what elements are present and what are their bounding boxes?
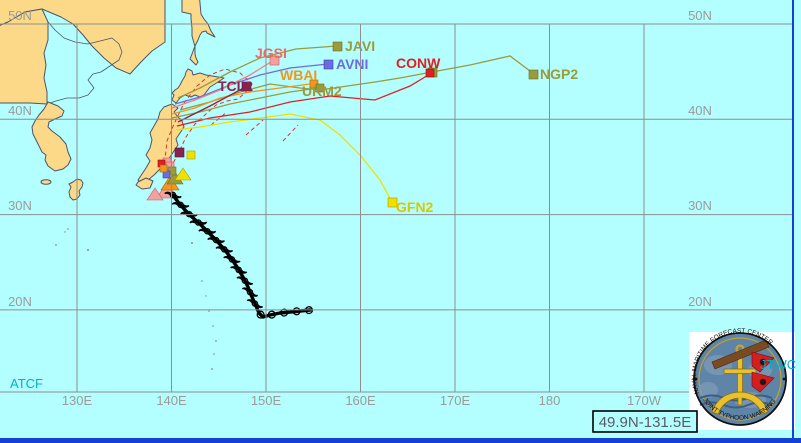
svg-text:150E: 150E — [251, 393, 282, 408]
svg-text:AVNI: AVNI — [336, 56, 368, 72]
svg-text:130E: 130E — [62, 393, 93, 408]
svg-text:140E: 140E — [156, 393, 187, 408]
svg-text:20N: 20N — [8, 294, 32, 309]
svg-text:30N: 30N — [8, 198, 32, 213]
svg-text:20N: 20N — [688, 294, 712, 309]
svg-text:160E: 160E — [345, 393, 376, 408]
svg-text:NGP2: NGP2 — [540, 66, 578, 82]
svg-text:49.9N-131.5E: 49.9N-131.5E — [599, 414, 692, 431]
svg-text:170E: 170E — [440, 393, 471, 408]
svg-text:JTWC: JTWC — [760, 357, 796, 372]
svg-text:40N: 40N — [688, 103, 712, 118]
svg-text:180: 180 — [539, 393, 561, 408]
svg-text:50N: 50N — [688, 8, 712, 23]
svg-text:170W: 170W — [627, 393, 662, 408]
svg-text:40N: 40N — [8, 103, 32, 118]
svg-text:CONW: CONW — [396, 55, 441, 71]
svg-text:ATCF: ATCF — [10, 376, 43, 391]
svg-text:50N: 50N — [8, 8, 32, 23]
svg-text:TCL2: TCL2 — [218, 78, 253, 94]
svg-text:WBAI: WBAI — [280, 67, 317, 83]
svg-text:JGSI: JGSI — [255, 45, 287, 61]
svg-text:GFN2: GFN2 — [396, 199, 434, 215]
svg-text:30N: 30N — [688, 198, 712, 213]
